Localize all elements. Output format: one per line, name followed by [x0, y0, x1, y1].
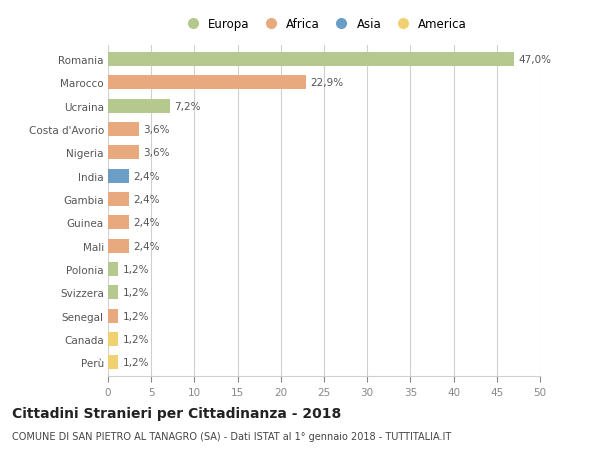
Bar: [108, 216, 129, 230]
Text: 3,6%: 3,6%: [143, 125, 170, 134]
Text: 2,4%: 2,4%: [133, 171, 160, 181]
Bar: [108, 53, 514, 67]
Text: 47,0%: 47,0%: [518, 55, 551, 65]
Text: 22,9%: 22,9%: [310, 78, 343, 88]
Text: 1,2%: 1,2%: [122, 358, 149, 367]
Text: 1,2%: 1,2%: [122, 288, 149, 297]
Text: 7,2%: 7,2%: [175, 101, 201, 112]
Bar: [108, 169, 129, 183]
Text: COMUNE DI SAN PIETRO AL TANAGRO (SA) - Dati ISTAT al 1° gennaio 2018 - TUTTITALI: COMUNE DI SAN PIETRO AL TANAGRO (SA) - D…: [12, 431, 451, 442]
Bar: [108, 192, 129, 207]
Bar: [108, 100, 170, 113]
Text: 3,6%: 3,6%: [143, 148, 170, 158]
Bar: [108, 239, 129, 253]
Text: 1,2%: 1,2%: [122, 334, 149, 344]
Text: 1,2%: 1,2%: [122, 264, 149, 274]
Bar: [108, 263, 118, 276]
Text: 2,4%: 2,4%: [133, 241, 160, 251]
Bar: [108, 146, 139, 160]
Bar: [108, 285, 118, 300]
Bar: [108, 123, 139, 137]
Bar: [108, 76, 306, 90]
Text: Cittadini Stranieri per Cittadinanza - 2018: Cittadini Stranieri per Cittadinanza - 2…: [12, 406, 341, 420]
Text: 1,2%: 1,2%: [122, 311, 149, 321]
Legend: Europa, Africa, Asia, America: Europa, Africa, Asia, America: [179, 16, 469, 34]
Text: 2,4%: 2,4%: [133, 195, 160, 205]
Bar: [108, 332, 118, 346]
Text: 2,4%: 2,4%: [133, 218, 160, 228]
Bar: [108, 355, 118, 369]
Bar: [108, 309, 118, 323]
